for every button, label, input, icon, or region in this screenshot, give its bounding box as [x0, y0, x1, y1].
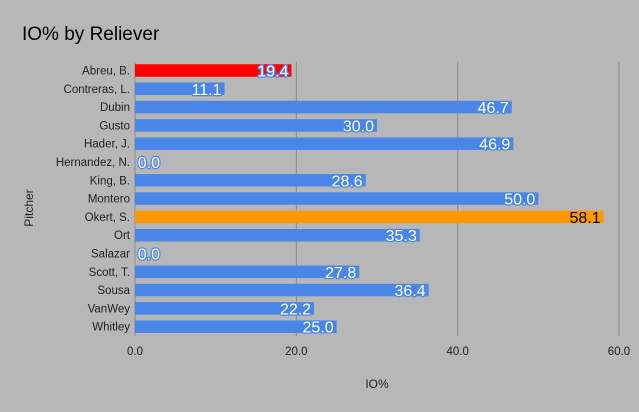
x-tick-label: 40.0 [446, 346, 468, 358]
data-label: 27.8 [325, 265, 356, 282]
data-label: 0.0 [138, 155, 160, 172]
data-label: 35.3 [386, 228, 417, 245]
x-tick-label: 0.0 [127, 346, 143, 358]
data-label: 0.0 [138, 247, 160, 264]
bar [135, 210, 604, 224]
category-label: Sousa [97, 285, 130, 297]
category-label: Salazar [91, 249, 130, 261]
data-label: 58.1 [570, 210, 601, 227]
bar [135, 64, 292, 77]
category-label: King, B. [90, 175, 130, 187]
category-label: Contreras, L. [64, 84, 130, 96]
bar [135, 265, 360, 279]
category-label: Hernandez, N. [56, 157, 130, 169]
category-label: VanWey [88, 303, 131, 315]
bar [135, 119, 377, 132]
category-label: Montero [88, 194, 130, 206]
category-label: Ort [114, 230, 131, 242]
data-label: 30.0 [343, 118, 374, 135]
bar [135, 100, 512, 114]
x-tick-label: 20.0 [285, 346, 307, 358]
x-axis-label: IO% [365, 377, 389, 391]
data-label: 25.0 [303, 320, 334, 337]
bar [135, 228, 420, 242]
bar [135, 302, 315, 315]
category-label: Gusto [99, 120, 130, 132]
data-label: 19.4 [257, 64, 288, 81]
data-label: 46.7 [478, 100, 509, 117]
x-tick-label: 60.0 [608, 346, 630, 358]
category-label: Hader, J. [84, 139, 130, 151]
category-label: Abreu, B. [82, 66, 130, 78]
data-label: 28.6 [332, 173, 363, 190]
bar [135, 137, 514, 150]
bar [135, 82, 225, 96]
data-label: 11.1 [192, 82, 222, 99]
data-label: 46.9 [479, 137, 510, 154]
chart-title: IO% by Reliever [22, 24, 160, 45]
bar [135, 320, 337, 333]
category-label: Dubin [100, 102, 130, 114]
bar [135, 174, 366, 187]
data-labels: 19.4 11.1 46.7 30.0 46.9 0.0 28.6 50.0 58.1 35.3 0… [137, 62, 601, 338]
category-label: Whitley [92, 322, 130, 334]
bars [135, 64, 604, 333]
category-label: Scott, T. [89, 267, 130, 279]
x-tick-labels: 0.0 20.0 40.0 60.0 [127, 346, 630, 358]
category-labels: Abreu, B. Contreras, L. Dubin Gusto Hader, J… [56, 66, 131, 334]
category-label: Okert, S. [85, 212, 130, 224]
data-label: 36.4 [394, 283, 425, 300]
data-label: 50.0 [504, 192, 535, 209]
bar [135, 192, 539, 205]
bar [135, 283, 429, 297]
y-axis-label: Pitcher [22, 189, 36, 226]
data-label: 22.2 [280, 301, 311, 318]
